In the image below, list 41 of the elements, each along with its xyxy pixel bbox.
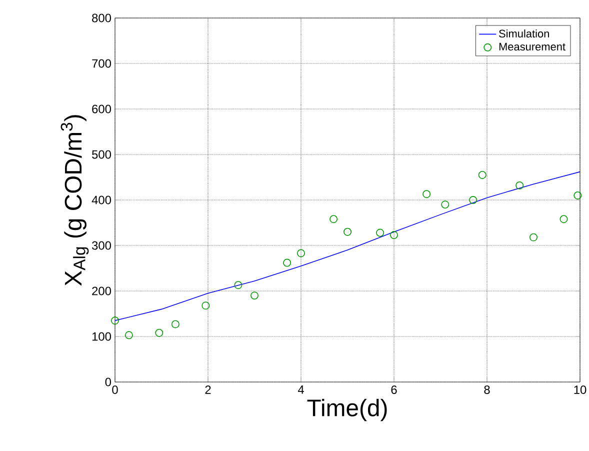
- point: [469, 196, 478, 204]
- point: [155, 328, 164, 337]
- y-tick-label: 400: [92, 196, 112, 204]
- point: [330, 215, 338, 224]
- y-tick-label: 100: [92, 332, 112, 341]
- point: [202, 302, 210, 310]
- point: [560, 215, 568, 224]
- x-tick-label: 0: [112, 386, 118, 394]
- line-series: [115, 171, 580, 321]
- x-tick-label: 6: [391, 386, 397, 394]
- x-tick-label: 4: [298, 386, 304, 394]
- point: [250, 292, 258, 300]
- point: [441, 200, 450, 209]
- point: [297, 249, 305, 258]
- point: [516, 181, 524, 190]
- point: [111, 316, 119, 325]
- point: [530, 233, 538, 242]
- point: [478, 170, 486, 179]
- legend-label: Measurement: [499, 42, 566, 51]
- legend-label: Simulation: [499, 29, 549, 38]
- y-tick-label: 700: [92, 59, 112, 68]
- y-tick-label: 300: [92, 241, 112, 250]
- point: [171, 320, 180, 328]
- point: [390, 231, 398, 240]
- point: [344, 228, 352, 236]
- point: [283, 258, 292, 267]
- y-tick-label: 600: [92, 104, 112, 114]
- x-tick-label: 8: [484, 386, 490, 394]
- point: [574, 191, 582, 200]
- y-tick-label: 800: [92, 14, 112, 22]
- point: [376, 228, 384, 237]
- x-tick-label: 2: [205, 386, 211, 394]
- y-tick-label: 200: [92, 286, 112, 296]
- point: [234, 281, 242, 290]
- y-tick-label: 0: [105, 378, 112, 386]
- point: [124, 331, 133, 340]
- x-tick-label: 10: [574, 386, 586, 394]
- y-axis-title: X$_{Alg}$ (g COD/m$^{3}$): [60, 115, 89, 286]
- point: [422, 190, 431, 198]
- x-axis-title: Time(d): [307, 398, 387, 422]
- y-tick-label: 500: [92, 150, 112, 159]
